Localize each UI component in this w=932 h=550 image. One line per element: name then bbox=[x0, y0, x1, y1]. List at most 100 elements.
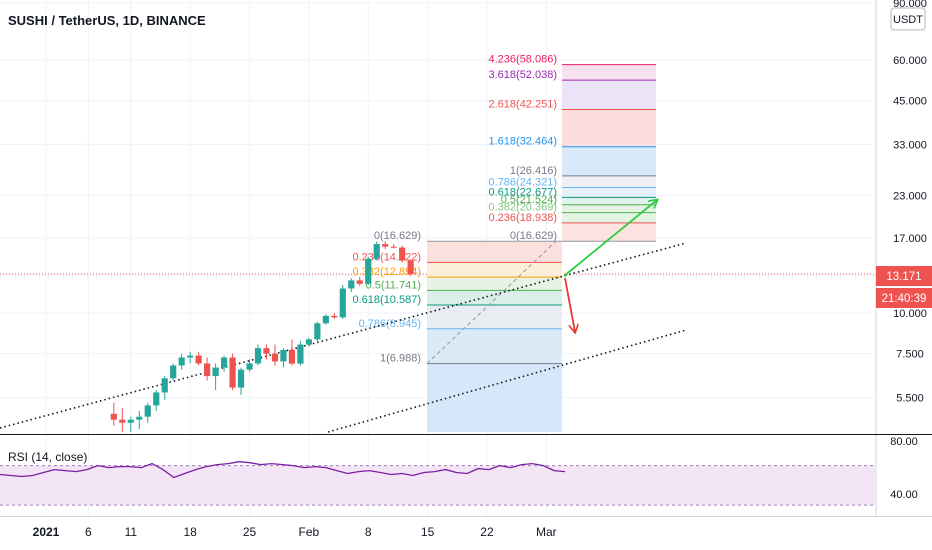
rsi-tick-lower: 40.00 bbox=[890, 489, 918, 501]
candle-body bbox=[110, 413, 117, 420]
fib-extension-label: 3.618(52.038) bbox=[489, 69, 558, 81]
fib-extension-band bbox=[562, 109, 656, 147]
time-tick-label: Mar bbox=[536, 525, 557, 539]
fib-retracement-band bbox=[427, 241, 562, 263]
fib-retracement-label: 0(16.629) bbox=[374, 230, 421, 242]
fib-extension-band bbox=[562, 204, 656, 213]
price-axis[interactable]: USDT 90.000 60.000 45.000 33.000 23.000 17.00… bbox=[875, 0, 932, 516]
candle-body bbox=[314, 323, 321, 340]
rsi-legend[interactable]: RSI (14, close) bbox=[8, 450, 87, 464]
candlestick-series bbox=[110, 241, 414, 433]
fib-retracement-drawing[interactable]: 0(16.629)0.236(14.322)0.382(12.894)0.5(1… bbox=[353, 230, 563, 432]
candle-body bbox=[254, 348, 262, 364]
rsi-band bbox=[0, 465, 876, 506]
time-tick-label: 25 bbox=[243, 525, 257, 539]
candle-body bbox=[187, 355, 194, 358]
fib-extension-band bbox=[562, 187, 656, 198]
candle-body bbox=[161, 378, 168, 393]
candle-body bbox=[297, 344, 304, 364]
fib-extension-band bbox=[562, 212, 656, 223]
candle-body bbox=[288, 349, 296, 364]
fib-extension-label: 0.5(21.524) bbox=[501, 194, 557, 206]
chart-title: SUSHI / TetherUS, 1D, BINANCE bbox=[8, 13, 206, 28]
candle-body bbox=[331, 315, 338, 318]
fib-retracement-label: 0.786(8.945) bbox=[359, 318, 421, 330]
candle-body bbox=[178, 357, 185, 366]
candle-body bbox=[220, 357, 228, 368]
fib-extension-band bbox=[562, 64, 656, 81]
bar-countdown-label: 21:40:39 bbox=[882, 293, 927, 305]
candle-body bbox=[229, 357, 236, 388]
trend-channel[interactable] bbox=[0, 242, 687, 433]
candle-body bbox=[153, 392, 160, 406]
price-tick-label: 23.000 bbox=[893, 190, 927, 202]
candle-body bbox=[119, 419, 126, 423]
fib-extension-label: 2.618(42.251) bbox=[489, 99, 558, 111]
time-axis[interactable]: 2021 6 11 18 25 Feb 8 15 22 Mar bbox=[33, 525, 557, 539]
fib-extension-label: 0.618(22.677) bbox=[489, 186, 558, 198]
fib-retracement-band bbox=[427, 304, 562, 329]
time-tick-label: 6 bbox=[85, 525, 92, 539]
price-tick-label: 10.000 bbox=[893, 308, 927, 320]
candle-body bbox=[382, 244, 389, 247]
time-tick-label: 15 bbox=[421, 525, 435, 539]
fib-extension-band bbox=[562, 146, 656, 176]
price-tick-label: 45.000 bbox=[893, 96, 927, 108]
price-tick-label: 60.000 bbox=[893, 55, 927, 67]
fib-extension-band bbox=[562, 175, 656, 188]
fib-retracement-band bbox=[427, 277, 562, 291]
fib-retracement-band bbox=[427, 262, 562, 278]
rsi-line bbox=[0, 461, 566, 479]
rsi-tick-upper: 80.00 bbox=[890, 436, 918, 448]
fib-extension-label: 1(26.416) bbox=[510, 165, 557, 177]
candle-body bbox=[356, 280, 363, 284]
price-tick-label: 33.000 bbox=[893, 139, 927, 151]
fib-extension-drawing[interactable]: 4.236(58.086) 3.618(52.038) 2.618(42.251) 1… bbox=[489, 54, 657, 243]
candle-body bbox=[365, 258, 372, 284]
fib-retracement-label: 0.618(10.587) bbox=[353, 294, 422, 306]
last-price-tag bbox=[876, 266, 932, 286]
time-tick-label: 8 bbox=[365, 525, 372, 539]
candle-body bbox=[390, 246, 397, 248]
candle-body bbox=[144, 405, 151, 417]
candle-body bbox=[170, 365, 177, 379]
arrow-down-target bbox=[564, 277, 575, 332]
fib-extension-label: 0(16.629) bbox=[510, 230, 557, 242]
channel-upper-line bbox=[0, 242, 687, 429]
time-tick-label: 22 bbox=[480, 525, 494, 539]
price-tick-label: 17.000 bbox=[893, 233, 927, 245]
price-tick-label: 7.500 bbox=[896, 349, 924, 361]
candle-body bbox=[305, 339, 312, 345]
last-price-label: 13.171 bbox=[886, 271, 921, 283]
candle-body bbox=[212, 367, 219, 377]
fib-retracement-trendline bbox=[426, 240, 557, 365]
candle-body bbox=[195, 355, 202, 364]
candle-body bbox=[127, 419, 134, 423]
arrow-drawings[interactable] bbox=[563, 200, 657, 332]
fib-extension-band bbox=[562, 80, 656, 110]
candle-body bbox=[399, 247, 406, 261]
price-tick-label: 5.500 bbox=[896, 392, 924, 404]
fib-retracement-label: 1(6.988) bbox=[380, 353, 421, 365]
fib-retracement-band bbox=[427, 363, 562, 432]
fib-extension-label: 1.618(32.464) bbox=[489, 136, 558, 148]
time-tick-label: 11 bbox=[125, 525, 138, 539]
fib-retracement-band bbox=[427, 328, 562, 364]
time-tick-label: 18 bbox=[183, 525, 197, 539]
candle-body bbox=[271, 353, 279, 362]
time-tick-label: 2021 bbox=[33, 525, 60, 539]
bar-countdown-tag bbox=[876, 288, 932, 308]
price-axis-background bbox=[876, 0, 932, 434]
fib-extension-label: 0.382(20.369) bbox=[489, 202, 558, 214]
fib-retracement-label: 0.5(11.741) bbox=[366, 279, 421, 291]
candle-body bbox=[348, 280, 355, 289]
candle-body bbox=[237, 369, 245, 388]
candle-body bbox=[322, 315, 329, 324]
currency-badge[interactable] bbox=[890, 7, 926, 31]
rsi-pane[interactable]: RSI (14, close) 80.00 40.00 bbox=[0, 436, 918, 506]
fib-retracement-band bbox=[427, 290, 562, 305]
candle-body bbox=[407, 260, 414, 275]
candle-body bbox=[136, 416, 143, 420]
candle-body bbox=[246, 363, 253, 370]
